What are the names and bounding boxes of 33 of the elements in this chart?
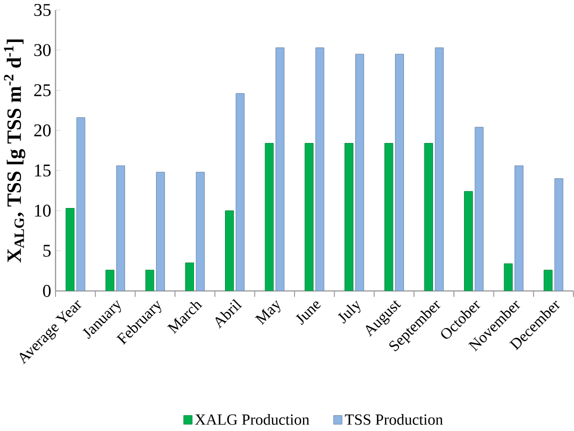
legend-label: XALG Production (195, 414, 310, 425)
bar (156, 172, 165, 291)
y-tick-label: 5 (43, 244, 51, 257)
bar (304, 142, 314, 291)
x-tick-label: July (338, 300, 360, 324)
y-tick-label: 30 (34, 44, 51, 56)
bar (344, 142, 354, 291)
bar (76, 117, 86, 291)
bar (474, 126, 484, 291)
bar (355, 54, 364, 291)
y-tick-label: 10 (35, 204, 51, 217)
bar (384, 142, 394, 291)
bar (395, 54, 404, 291)
bar (464, 191, 473, 291)
y-tick-label: 35 (34, 4, 51, 16)
bar (264, 142, 274, 291)
bar (276, 47, 284, 291)
bar (236, 93, 245, 291)
bar (424, 142, 434, 291)
y-tick-label: 25 (34, 84, 51, 96)
y-axis-title: X$_{ALG}$, TSS [g TSS m$^{-2}$ d$^{-1}$] (4, 39, 26, 262)
y-tick-label: 0 (43, 284, 51, 297)
y-tick-label: 20 (34, 124, 51, 136)
x-tick-label: May (254, 300, 280, 325)
x-tick-label: June (296, 301, 321, 325)
y-tick-label: 15 (35, 164, 51, 176)
legend-label: TSS Production (344, 414, 443, 425)
bar (514, 165, 524, 291)
bar (106, 270, 114, 291)
bar (434, 47, 444, 291)
bar (315, 47, 324, 291)
bar (225, 210, 234, 291)
bar (66, 208, 74, 291)
